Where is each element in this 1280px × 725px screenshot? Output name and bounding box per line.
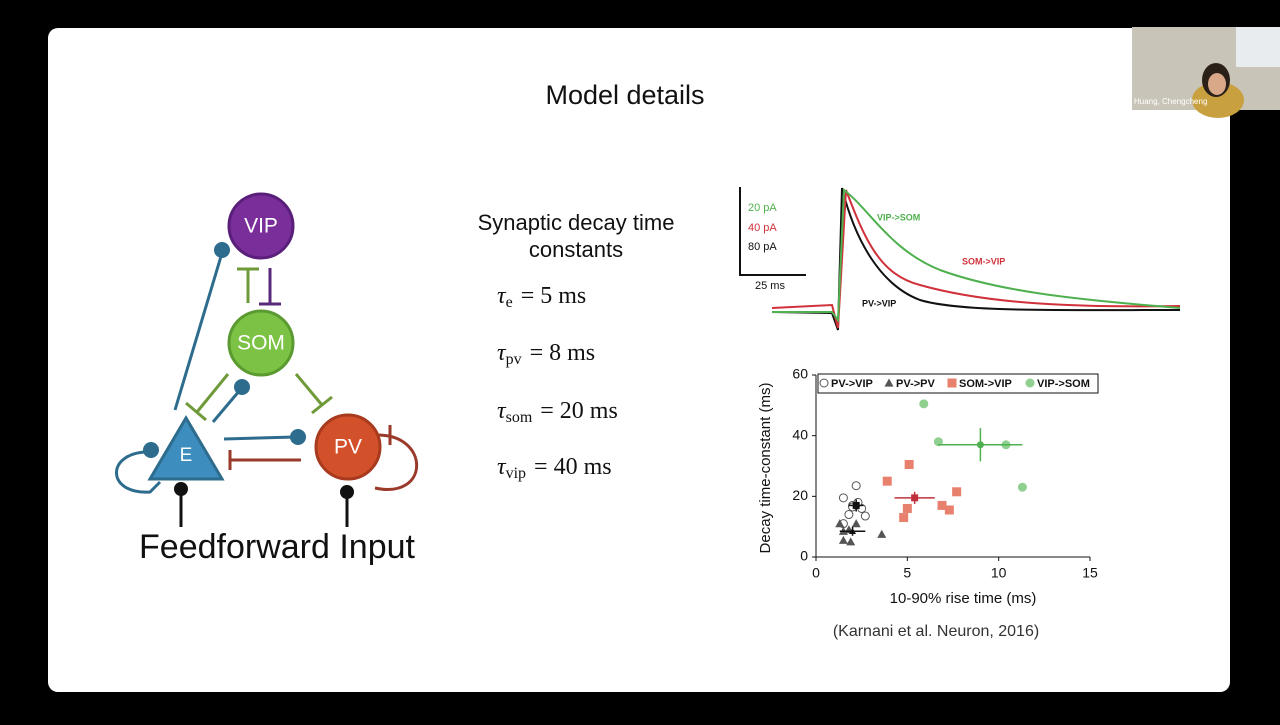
data-point xyxy=(838,493,848,503)
mean-point xyxy=(849,527,857,535)
y-axis-label: Decay time-constant (ms) xyxy=(757,383,774,554)
legend-marker xyxy=(819,378,829,388)
legend-marker xyxy=(1025,378,1035,388)
scale-label: 20 pA xyxy=(748,202,777,214)
y-tick-label: 40 xyxy=(792,426,808,442)
data-point xyxy=(933,437,943,447)
x-tick-label: 5 xyxy=(903,565,911,581)
legend-marker xyxy=(884,378,894,387)
trace-label: PV->VIP xyxy=(862,298,896,308)
data-point xyxy=(844,510,854,520)
data-point xyxy=(1017,482,1027,492)
tau-value: = 8 ms xyxy=(530,340,596,366)
trace-panel xyxy=(739,187,1181,331)
tau-subscript: pv xyxy=(506,351,522,368)
data-point xyxy=(882,476,892,486)
legend-marker xyxy=(947,378,957,388)
data-point xyxy=(904,459,914,469)
mean-point xyxy=(852,501,860,509)
input-label: Feedforward Input xyxy=(139,528,415,566)
trace-label: VIP->SOM xyxy=(877,212,920,222)
data-point xyxy=(899,513,909,523)
legend-box xyxy=(817,373,1099,394)
tau-symbol: τ xyxy=(497,340,507,366)
data-point xyxy=(851,519,861,528)
legend-label: SOM->VIP xyxy=(959,378,1012,390)
x-axis-label: 10-90% rise time (ms) xyxy=(890,590,1037,607)
time-constant: τpv = 8 ms xyxy=(497,340,595,368)
node-label: PV xyxy=(334,436,362,459)
participant-name: Huang, Chengcheng xyxy=(1134,97,1207,106)
legend-label: PV->PV xyxy=(896,378,935,390)
data-point xyxy=(835,519,845,528)
scale-label: 40 pA xyxy=(748,222,777,234)
time-constant: τvip = 40 ms xyxy=(497,454,612,482)
tau-subscript: e xyxy=(506,294,513,311)
data-point xyxy=(851,481,861,491)
x-tick-label: 0 xyxy=(812,565,820,581)
y-tick-label: 20 xyxy=(792,487,808,503)
data-point xyxy=(902,503,912,513)
video-tile: Huang, Chengcheng xyxy=(1132,27,1280,118)
caption: (Karnani et al. Neuron, 2016) xyxy=(833,623,1039,640)
slide-title: Model details xyxy=(545,80,704,110)
constants-heading: Synaptic decay time xyxy=(478,210,675,235)
tau-value: = 20 ms xyxy=(540,398,618,424)
tau-symbol: τ xyxy=(497,283,507,309)
trace-label: SOM->VIP xyxy=(962,256,1005,266)
data-point xyxy=(952,487,962,497)
x-tick-label: 10 xyxy=(991,565,1007,581)
data-point xyxy=(838,535,848,544)
x-tick-label: 15 xyxy=(1082,565,1098,581)
tau-subscript: som xyxy=(506,409,533,426)
tau-symbol: τ xyxy=(497,454,507,480)
tau-symbol: τ xyxy=(497,398,507,424)
scale-label: 80 pA xyxy=(748,241,777,253)
data-point xyxy=(877,529,887,538)
legend-label: PV->VIP xyxy=(831,378,873,390)
node-label: VIP xyxy=(244,215,278,238)
data-point xyxy=(937,500,947,510)
time-scale-label: 25 ms xyxy=(755,280,785,292)
network-diagram xyxy=(115,192,419,527)
tau-value: = 5 ms xyxy=(521,283,587,309)
y-tick-label: 0 xyxy=(800,548,808,564)
mean-point xyxy=(911,494,919,502)
tau-value: = 40 ms xyxy=(534,454,612,480)
slide xyxy=(48,28,1230,692)
time-constant: τsom = 20 ms xyxy=(497,398,618,426)
time-constant: τe = 5 ms xyxy=(497,283,586,311)
mean-point xyxy=(976,441,984,449)
data-point xyxy=(846,537,856,546)
tau-subscript: vip xyxy=(506,465,526,482)
data-point xyxy=(944,505,954,515)
data-point xyxy=(919,399,929,409)
legend-label: VIP->SOM xyxy=(1037,378,1090,390)
node-label: SOM xyxy=(237,332,285,355)
data-point xyxy=(860,511,870,521)
y-tick-label: 60 xyxy=(792,366,808,382)
constants-heading: constants xyxy=(529,237,623,262)
node-label: E xyxy=(180,445,193,466)
